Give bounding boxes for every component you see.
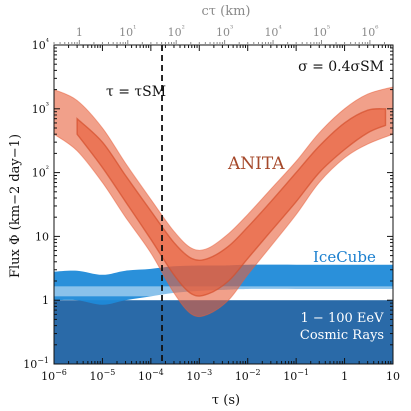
anita-inner-band (76, 108, 387, 297)
anita-label: ANITA (227, 154, 285, 174)
top-tick-label: 10⁶ (361, 24, 378, 39)
y-axis-title: Flux Φ (km−2 day−1) (8, 134, 23, 278)
top-tick-label: 10² (168, 24, 185, 39)
x-tick-label: 10−1 (283, 368, 309, 383)
x-axis-title: τ (s) (212, 393, 240, 408)
sigma-annotation: σ = 0.4σSM (298, 59, 384, 75)
cosmic-rays-label: 1 − 100 EeV Cosmic Rays (300, 311, 384, 343)
x-tick-label: 10−5 (90, 368, 116, 383)
top-tick-label: 10⁴ (264, 24, 281, 39)
y-tick-label: 10−1 (23, 356, 49, 371)
x-tick-label: 1 (341, 370, 348, 383)
x-tick-label: 10−2 (235, 368, 261, 383)
x-tick-label: 10−4 (138, 368, 164, 383)
top-tick-label: 1 (76, 26, 83, 39)
top-tick-label: 10¹ (119, 24, 136, 39)
y-tick-label: 10 (35, 230, 49, 243)
plot-frame (53, 44, 394, 365)
y-tick-label: 1 (42, 294, 49, 307)
y-tick-label: 10² (32, 165, 49, 180)
x-tick-label: 10−6 (41, 368, 67, 383)
top-tick-label: 10³ (216, 24, 233, 39)
top-tick-label: 10⁵ (313, 24, 330, 39)
y-tick-label: 10³ (32, 101, 49, 116)
top-axis-title: cτ (km) (202, 4, 251, 19)
x-tick-label: 10 (386, 370, 400, 383)
x-tick-label: 10−3 (186, 368, 212, 383)
y-tick-label: 10⁴ (32, 37, 49, 52)
tau-sm-label: τ = τSM (106, 84, 166, 100)
icecube-label: IceCube (313, 248, 376, 266)
cosmic-rays-band (54, 300, 393, 364)
